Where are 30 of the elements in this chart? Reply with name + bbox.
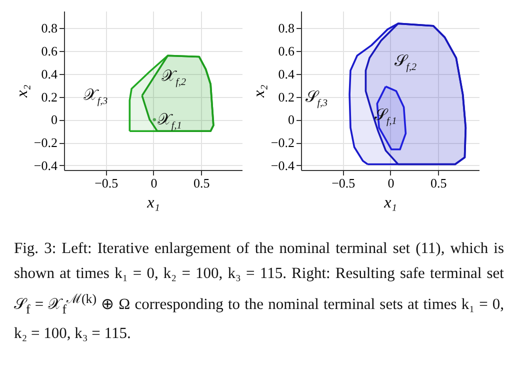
- y-tick-label: 0.2: [278, 89, 294, 104]
- x-axis-title: x₁: [383, 194, 397, 212]
- x-tick-label: −0.5: [94, 176, 118, 190]
- x-tick-label: −0.5: [332, 176, 356, 190]
- y-tick-label: 0.2: [41, 89, 58, 104]
- x-tick-label: 0: [388, 176, 394, 190]
- y-tick-label: 0.4: [278, 66, 295, 82]
- series-label: 𝒳$_{f,2}$: [162, 68, 186, 88]
- y-axis-title: x₂: [250, 84, 268, 98]
- y-tick-label: 0.8: [41, 20, 58, 36]
- text: Fig. 3: Left: Iterative enlargement of the nominal terminal set (11), which is shown at times k₁ = 0, k₂ = 100, k₃ = 115. Right: Resulting safe terminal set 𝒮$_{f}$ = 𝒳$_{f}$$^{ℳ(k)}$ ⊕ Ω corresponding to the nominal terminal sets at times k₁ = 0, k₂ = 100, k₃ = 115.: [14, 240, 504, 342]
- series-label: 𝒳$_{f,3}$: [83, 87, 108, 107]
- series-label: 𝒮$_{f,3}$: [305, 89, 328, 109]
- y-tick-label: 0.6: [278, 44, 295, 59]
- series-label: 𝒮$_{f,2}$: [394, 52, 417, 72]
- x-tick-label: 0: [150, 176, 158, 190]
- y-axis-title: x₂: [14, 84, 31, 98]
- y-tick-label: −0.2: [270, 135, 294, 150]
- y-tick-label: 0.8: [278, 20, 294, 36]
- series-label: 𝒳$_{f,1}$: [157, 112, 182, 132]
- x-tick-label: 0.5: [430, 176, 447, 190]
- y-tick-label: −0.2: [34, 135, 58, 150]
- x-axis-title: x₁: [146, 194, 160, 212]
- y-tick-label: −0.4: [34, 158, 58, 173]
- x-tick-label: 0.5: [193, 176, 210, 190]
- y-tick-label: 0.4: [41, 66, 58, 82]
- y-tick-label: 0: [51, 112, 58, 128]
- y-tick-label: 0: [288, 112, 294, 128]
- y-tick-label: −0.4: [270, 158, 295, 173]
- y-tick-label: 0.6: [41, 44, 58, 59]
